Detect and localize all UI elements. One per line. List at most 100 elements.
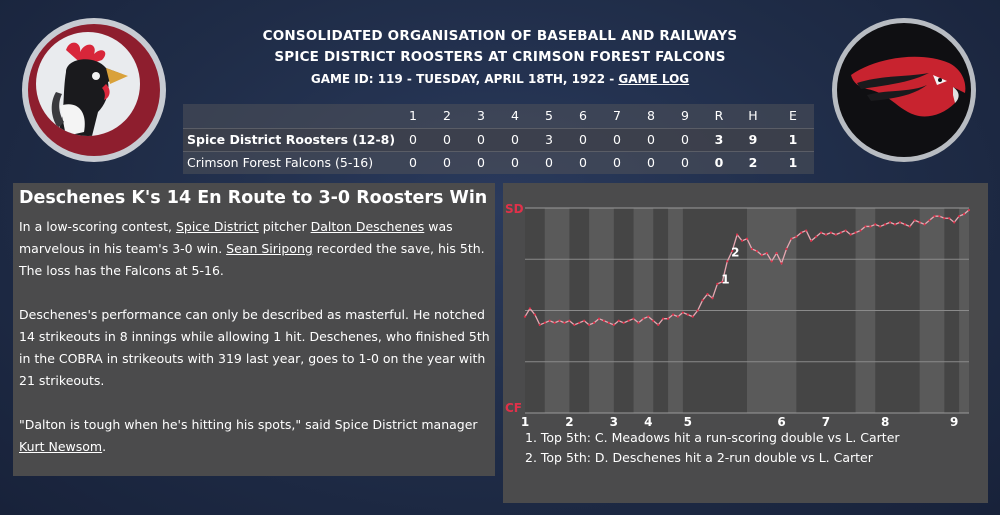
column-header: R — [714, 108, 724, 123]
falcon-logo[interactable] — [832, 18, 976, 162]
score-cell: 0 — [477, 155, 485, 170]
article-text: In a low-scoring contest, — [19, 219, 176, 234]
team-link[interactable]: Spice District — [175, 219, 259, 234]
win-probability-panel: SD CF 1 2 3 4 5 6 7 8 9 1 2 1. Top 5th: C. Meadows h… — [503, 183, 988, 503]
inning-label: 1 — [521, 415, 529, 428]
inning-label: 3 — [610, 415, 618, 428]
data-point — [859, 229, 862, 232]
linescore-row-home: Crimson Forest Falcons (5-16) 0 0 0 0 0 0 0 0 0 0… — [183, 152, 814, 174]
data-point — [533, 313, 536, 316]
data-point — [706, 293, 709, 296]
data-point — [755, 249, 758, 253]
score-cell: 0 — [647, 132, 655, 147]
data-point — [691, 315, 694, 318]
data-point — [918, 221, 921, 224]
data-point — [681, 311, 684, 314]
play-note: 1. Top 5th: C. Meadows hit a run-scoring… — [525, 430, 900, 445]
score-cell: 0 — [477, 132, 485, 147]
data-point — [898, 221, 902, 224]
play-marker: 1 — [721, 272, 729, 286]
data-point — [523, 315, 527, 318]
game-log-link[interactable]: GAME LOG — [618, 72, 690, 86]
data-point — [785, 247, 788, 251]
column-header: 1 — [409, 108, 417, 123]
data-point — [573, 323, 576, 326]
data-point — [711, 297, 714, 300]
team-name[interactable]: Crimson Forest Falcons (5-16) — [187, 155, 374, 170]
score-cell: 0 — [511, 132, 519, 147]
data-point — [538, 323, 541, 326]
data-point — [795, 235, 798, 238]
inning-label: 8 — [881, 415, 889, 428]
data-point — [642, 317, 645, 320]
score-cell: 0 — [681, 132, 689, 147]
column-header: 5 — [545, 108, 553, 123]
linescore-header-row: 1 2 3 4 5 6 7 8 9 R H E — [183, 105, 814, 127]
column-header: 2 — [443, 108, 451, 123]
data-point — [553, 321, 556, 324]
article-body: In a low-scoring contest, Spice District… — [19, 216, 491, 480]
data-point — [627, 319, 630, 322]
data-point — [701, 299, 704, 302]
article-text: pitcher — [258, 219, 311, 234]
score-cell: 0 — [443, 155, 451, 170]
falcon-icon — [851, 56, 966, 117]
inning-label: 6 — [777, 415, 785, 428]
rooster-logo-face — [36, 32, 140, 136]
data-point — [548, 319, 551, 322]
data-point — [829, 231, 832, 234]
data-point — [578, 321, 581, 324]
column-header: H — [748, 108, 758, 123]
data-point — [874, 223, 877, 226]
data-point — [612, 323, 615, 326]
data-point — [780, 262, 783, 265]
inning-label: 2 — [565, 415, 573, 428]
data-point — [568, 319, 571, 322]
data-point — [652, 319, 655, 322]
article-text: was marvelous in his team's 3-0 win. — [19, 219, 453, 256]
linescore-divider — [183, 151, 814, 152]
inning-label: 4 — [644, 415, 652, 428]
data-point — [962, 213, 966, 216]
data-point — [716, 282, 719, 285]
team-name[interactable]: Spice District Roosters (12-8) — [187, 132, 396, 147]
data-point — [903, 223, 906, 226]
data-point — [805, 229, 808, 232]
inning-label: 5 — [684, 415, 692, 428]
data-point — [869, 225, 872, 228]
data-point — [588, 323, 591, 326]
data-point — [731, 249, 734, 253]
data-point — [721, 280, 724, 283]
data-point — [607, 321, 610, 324]
data-point — [632, 317, 635, 320]
manager-link[interactable]: Kurt Newsom — [19, 439, 103, 454]
league-name: CONSOLIDATED ORGANISATION OF BASEBALL AN… — [262, 28, 738, 44]
data-point — [637, 321, 640, 324]
data-point — [760, 254, 763, 257]
data-point — [775, 252, 778, 255]
win-probability-notes: 1. Top 5th: C. Meadows hit a run-scoring… — [525, 428, 900, 468]
data-point — [844, 229, 847, 232]
data-point — [893, 223, 897, 226]
score-cell: 0 — [613, 155, 621, 170]
data-point — [745, 237, 749, 240]
player-link[interactable]: Dalton Deschenes — [310, 219, 425, 234]
data-point — [686, 313, 689, 316]
article-paragraph: Deschenes's performance can only be desc… — [19, 307, 490, 388]
player-link[interactable]: Sean Siripong — [226, 241, 313, 256]
article-paragraph: "Dalton is tough when he's hitting his s… — [19, 414, 491, 458]
data-point — [908, 225, 911, 228]
data-point — [800, 231, 803, 234]
data-point — [790, 237, 793, 240]
data-point — [563, 321, 566, 324]
score-cell: 0 — [443, 132, 451, 147]
data-point — [913, 219, 916, 222]
rooster-logo[interactable] — [22, 18, 166, 162]
rooster-icon — [51, 42, 128, 136]
column-header: 9 — [681, 108, 689, 123]
data-point — [657, 323, 660, 326]
score-cell: 3 — [714, 132, 724, 147]
data-point — [854, 231, 857, 234]
article-text: . — [102, 439, 107, 454]
